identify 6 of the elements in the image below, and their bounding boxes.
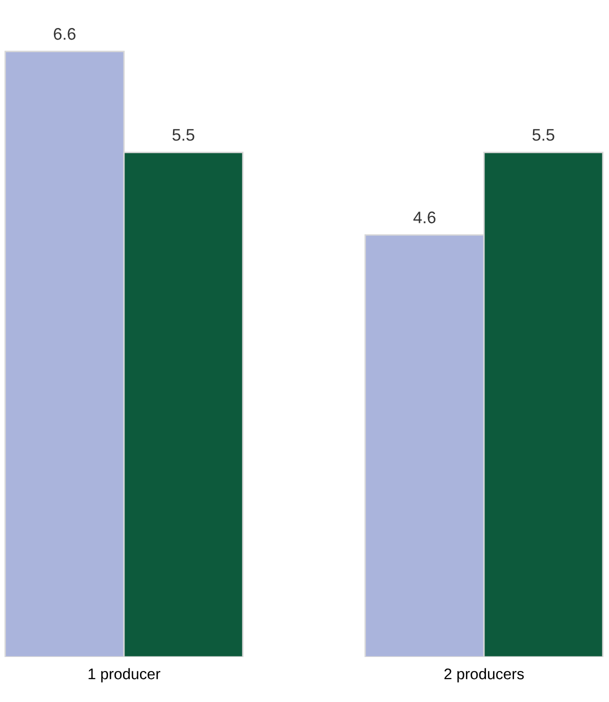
data-label: 4.6	[413, 212, 436, 224]
data-label: 5.5	[532, 129, 554, 141]
data-label: 6.6	[54, 28, 76, 40]
x-tick-label: 2 producers	[444, 668, 524, 682]
data-label: 5.5	[172, 129, 194, 141]
x-tick-label: 1 producer	[88, 668, 160, 682]
